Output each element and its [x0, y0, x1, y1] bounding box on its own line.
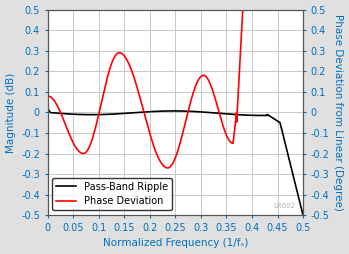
X-axis label: Normalized Frequency (1/fₛ): Normalized Frequency (1/fₛ)	[103, 239, 248, 248]
Pass-Band Ripple	[199, 110, 203, 114]
Phase Deviation	[143, 116, 147, 119]
Phase Deviation	[165, 166, 170, 169]
Phase Deviation	[212, 92, 216, 95]
Pass-Band Ripple	[301, 214, 305, 217]
Phase Deviation	[45, 94, 50, 98]
Pass-Band Ripple	[255, 114, 260, 117]
Pass-Band Ripple	[92, 113, 96, 116]
Y-axis label: Magnitude (dB): Magnitude (dB)	[6, 72, 16, 153]
Y-axis label: Phase Deviation from Linear (Degree): Phase Deviation from Linear (Degree)	[333, 14, 343, 211]
Phase Deviation	[236, 91, 240, 94]
Pass-Band Ripple	[45, 107, 50, 110]
Phase Deviation	[199, 75, 203, 78]
Line: Phase Deviation: Phase Deviation	[47, 0, 303, 168]
Pass-Band Ripple	[211, 111, 216, 114]
Pass-Band Ripple	[143, 110, 147, 114]
Legend: Pass-Band Ripple, Phase Deviation: Pass-Band Ripple, Phase Deviation	[52, 178, 172, 210]
Phase Deviation	[92, 132, 96, 135]
Text: LR002: LR002	[273, 203, 295, 209]
Pass-Band Ripple	[236, 113, 240, 116]
Line: Pass-Band Ripple: Pass-Band Ripple	[47, 108, 303, 215]
